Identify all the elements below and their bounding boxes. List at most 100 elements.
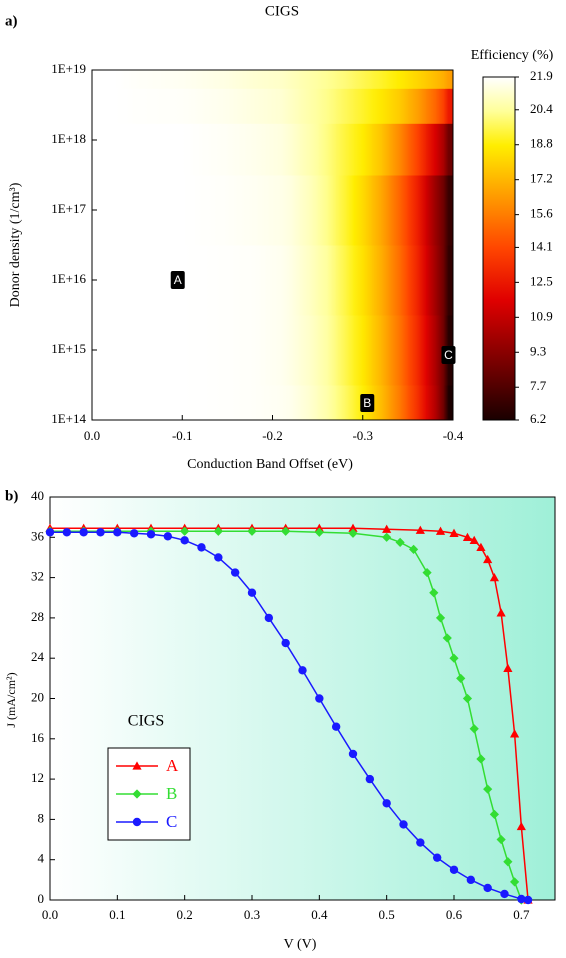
data-point (163, 532, 173, 541)
legend-marker (132, 761, 142, 770)
point-marker (170, 271, 185, 289)
heat-cell (353, 244, 373, 316)
x-tick-label: -0.1 (172, 428, 193, 443)
heat-cell (335, 244, 355, 316)
panel-label: b) (5, 488, 18, 504)
colorbar-tick-label: 10.9 (530, 308, 553, 323)
data-point (382, 532, 392, 542)
x-axis-label: Conduction Band Offset (eV) (187, 457, 353, 472)
heat-cell (227, 69, 283, 89)
data-point (416, 838, 425, 847)
y-tick-label: 12 (31, 770, 44, 785)
data-point (435, 613, 446, 623)
heat-cell (335, 87, 355, 124)
heat-cell (389, 244, 409, 316)
panel-label: a) (5, 13, 18, 29)
x-tick-label: 0.0 (42, 907, 58, 922)
x-axis-label: V (V) (284, 937, 317, 952)
data-point (382, 524, 392, 533)
heat-cell (137, 69, 228, 89)
heat-cell (407, 69, 427, 89)
heat-cell (317, 69, 337, 89)
heat-cell (353, 69, 373, 89)
heat-cell (407, 314, 427, 386)
data-point (113, 528, 122, 537)
data-point (483, 784, 493, 794)
heat-cell (92, 69, 138, 89)
y-tick-label: 8 (38, 810, 45, 825)
heat-cell (443, 384, 454, 421)
x-tick-label: 0.0 (84, 428, 100, 443)
colorbar-label: Efficiency (%) (471, 48, 554, 63)
data-point (399, 820, 408, 829)
heat-cell (137, 384, 228, 421)
heat-cell (425, 244, 445, 316)
heat-cell (443, 69, 454, 89)
data-point (517, 894, 526, 904)
x-tick-label: 0.4 (311, 907, 328, 922)
heat-cell (389, 69, 409, 89)
heat-cell (92, 314, 138, 386)
heat-cell (317, 384, 337, 421)
heat-cell (371, 174, 391, 246)
heat-cell (443, 174, 454, 246)
heat-cell (281, 174, 301, 246)
data-point (415, 525, 425, 534)
colorbar-tick-label: 15.6 (530, 206, 553, 221)
heat-cell (353, 174, 373, 246)
heat-cell (425, 69, 445, 89)
heat-cell (389, 87, 409, 124)
x-tick-label: -0.4 (443, 428, 464, 443)
legend-label: A (166, 756, 179, 775)
heat-cell (335, 174, 355, 246)
data-point (348, 523, 358, 532)
heat-cell (353, 122, 373, 176)
data-point (510, 877, 520, 887)
data-point (462, 532, 473, 541)
heat-cell (407, 122, 427, 176)
heat-cell (281, 384, 301, 421)
heat-cell (407, 244, 427, 316)
data-point (510, 729, 520, 738)
data-point (395, 537, 405, 547)
data-point (281, 526, 291, 536)
colorbar-tick-label: 17.2 (530, 171, 553, 186)
heat-cell (443, 122, 454, 176)
chart-title: CIGS (265, 3, 299, 19)
data-point (469, 724, 479, 734)
point-label: B (363, 396, 371, 410)
y-tick-label: 0 (38, 891, 45, 906)
y-tick-label: 40 (31, 488, 44, 503)
heat-cell (227, 122, 283, 176)
heat-cell (443, 87, 454, 124)
legend-label: B (166, 784, 177, 803)
data-point (382, 799, 391, 808)
heat-cell (425, 314, 445, 386)
heat-cell (299, 314, 319, 386)
data-point (496, 834, 506, 845)
y-tick-label: 36 (31, 528, 45, 543)
heat-cell (389, 174, 409, 246)
data-point (462, 693, 473, 704)
heat-cell (227, 314, 283, 386)
data-point (503, 663, 513, 672)
x-tick-label: 0.5 (379, 907, 395, 922)
heat-cell (317, 244, 337, 316)
heat-cell (227, 87, 283, 124)
data-point (230, 568, 240, 577)
x-tick-label: -0.3 (352, 428, 373, 443)
heat-cell (389, 122, 409, 176)
heat-cell (299, 69, 319, 89)
data-point (432, 853, 442, 862)
legend-title: CIGS (128, 713, 164, 730)
y-tick-label: 20 (31, 689, 44, 704)
data-point (331, 722, 341, 731)
heat-cell (407, 87, 427, 124)
data-point (456, 673, 466, 683)
data-point (489, 809, 499, 819)
y-tick-label: 16 (31, 730, 45, 745)
heat-cell (92, 122, 138, 176)
heat-cell (281, 314, 301, 386)
data-point (365, 774, 375, 784)
